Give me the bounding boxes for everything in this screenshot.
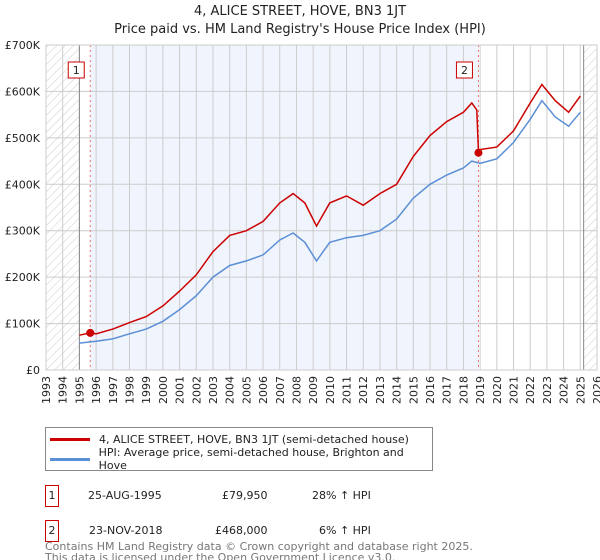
plot-border [45,44,598,371]
y-tick-label: £700K [5,39,41,52]
legend-label: HPI: Average price, semi-detached house,… [98,446,404,472]
x-tick-label: 2024 [558,376,571,404]
sale-date: 25-AUG-1995 [88,489,162,502]
x-tick-label: 2000 [157,376,170,404]
x-tick-label: 2001 [174,376,187,404]
sale-label-box [67,61,85,79]
no-data-hatch [583,45,597,370]
sale-point [86,328,95,337]
x-tick-label: 1997 [107,376,120,404]
x-tick-label: 1999 [140,376,153,404]
chart-subtitle: Price paid vs. HM Land Registry's House … [114,22,486,37]
footer-copyright: Contains HM Land Registry data © Crown c… [45,540,473,553]
chart-title: 4, ALICE STREET, HOVE, BN3 1JT [193,4,407,19]
sale-label: 2 [461,64,468,77]
x-tick-label: 1996 [90,376,103,404]
x-tick-label: 1994 [57,376,70,404]
sale-point [474,148,483,157]
sale-row-2: 2 23-NOV-2018 £468,000 6% ↑ HPI [45,520,445,542]
sale-marker: 2 [45,520,59,542]
sale-date: 23-NOV-2018 [89,524,163,537]
y-tick-label: £400K [5,178,41,191]
x-tick-label: 2006 [257,376,270,404]
price-paid-line [79,83,581,336]
legend-red-line [50,437,90,441]
x-tick-label: 1993 [40,376,53,404]
sale-price: £468,000 [215,524,268,537]
x-tick-label: 2026 [591,376,600,404]
ownership-period-shade [90,45,479,370]
y-tick-label: £200K [5,271,41,284]
y-tick-label: £100K [5,318,41,331]
x-tick-label: 2018 [457,376,470,404]
y-tick-label: £300K [5,225,41,238]
x-tick-label: 2004 [224,376,237,404]
x-tick-label: 2013 [374,376,387,404]
x-tick-label: 2022 [524,376,537,404]
sale-hpi: 6% ↑ HPI [319,524,371,537]
y-tick-label: £500K [5,132,41,145]
x-tick-label: 2011 [341,376,354,404]
x-tick-label: 2016 [424,376,437,404]
footer-licence: This data is licensed under the Open Gov… [45,551,396,560]
y-tick-label: £0 [26,364,40,377]
x-tick-label: 1995 [73,376,86,404]
legend-item-property: 4, ALICE STREET, HOVE, BN3 1JT (semi-det… [50,431,409,447]
sale-hpi: 28% ↑ HPI [312,489,371,502]
x-tick-label: 2008 [290,376,303,404]
x-tick-label: 2002 [190,376,203,404]
sale-label: 1 [73,64,80,77]
legend-blue-line [50,457,90,461]
x-tick-label: 2023 [541,376,554,404]
price-chart: 1993 1994 1995 1996 1997 1998 1999 2000 2001 2002… [5,39,600,404]
hpi-line [79,99,581,344]
sale-price: £79,950 [222,489,268,502]
legend-item-hpi: HPI: Average price, semi-detached house,… [50,446,432,472]
x-tick-label: 2007 [274,376,287,404]
x-tick-label: 2020 [491,376,504,404]
x-tick-label: 2021 [508,376,521,404]
x-tick-label: 2010 [324,376,337,404]
sale-label-box [455,61,473,79]
sale-marker: 1 [45,485,59,507]
x-tick-label: 2014 [391,376,404,404]
y-tick-label: £600K [5,85,41,98]
x-tick-label: 2015 [407,376,420,404]
legend-label: 4, ALICE STREET, HOVE, BN3 1JT (semi-det… [99,432,409,446]
sale-row-1: 1 25-AUG-1995 £79,950 28% ↑ HPI [45,485,445,507]
x-tick-label: 2005 [240,376,253,404]
legend: 4, ALICE STREET, HOVE, BN3 1JT (semi-det… [45,427,433,472]
x-tick-label: 2019 [474,376,487,404]
x-tick-label: 2009 [307,376,320,404]
x-tick-label: 2003 [207,376,220,404]
x-tick-label: 1998 [123,376,136,404]
x-tick-label: 2012 [357,376,370,404]
x-tick-label: 2025 [574,376,587,404]
x-tick-label: 2017 [441,376,454,404]
